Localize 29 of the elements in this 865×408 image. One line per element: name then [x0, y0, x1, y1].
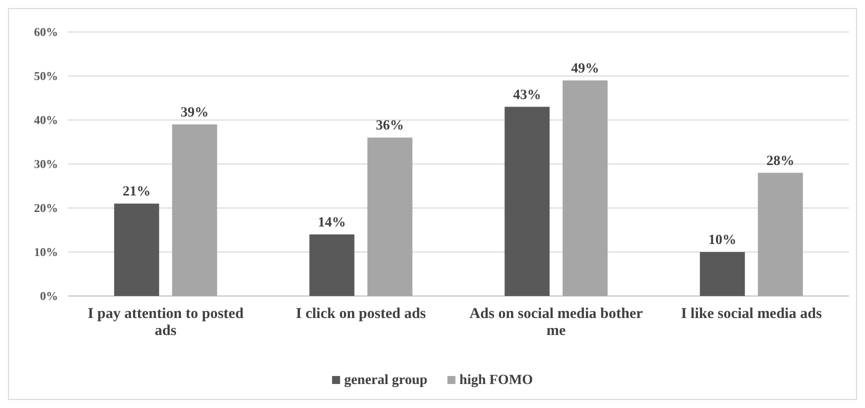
- bar: [114, 204, 160, 296]
- bar: [758, 172, 803, 296]
- data-label: 49%: [571, 61, 600, 76]
- x-tick-label: Ads on social media bother me: [469, 306, 644, 339]
- y-tick-label: 60%: [34, 24, 58, 39]
- y-tick-label: 10%: [34, 244, 58, 259]
- bar: [504, 106, 550, 296]
- y-tick-label: 50%: [34, 68, 58, 83]
- data-label: 14%: [318, 215, 346, 230]
- bar: [700, 252, 745, 296]
- x-tick-label: I like social media ads: [680, 306, 822, 322]
- data-label: 43%: [513, 88, 542, 103]
- x-tick-label: I click on posted ads: [296, 306, 426, 322]
- legend-label: general group: [344, 373, 428, 388]
- x-tick-label: I pay attention to posted ads: [88, 306, 244, 339]
- legend-label: high FOMO: [459, 373, 534, 388]
- y-tick-label: 20%: [34, 200, 58, 215]
- bar: [367, 138, 412, 296]
- bar: [172, 124, 218, 296]
- bar: [309, 234, 354, 296]
- data-label: 39%: [180, 105, 209, 120]
- data-label: 10%: [708, 233, 736, 248]
- bar: [562, 80, 608, 296]
- y-tick-label: 40%: [34, 112, 58, 127]
- data-label: 36%: [376, 118, 404, 134]
- data-label: 21%: [122, 184, 151, 200]
- y-tick-label: 0%: [40, 288, 58, 303]
- y-tick-label: 30%: [34, 156, 58, 171]
- data-label: 28%: [766, 154, 794, 169]
